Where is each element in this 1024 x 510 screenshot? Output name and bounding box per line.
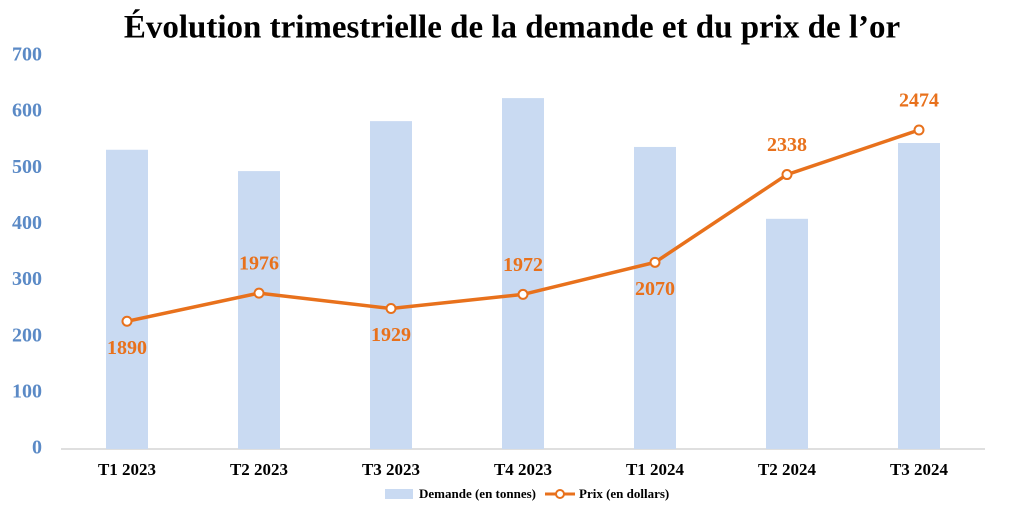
- x-tick-label: T1 2023: [98, 460, 156, 479]
- y-tick-label: 700: [12, 44, 42, 66]
- data-label: 1890: [107, 337, 147, 359]
- x-tick-label: T1 2024: [626, 460, 685, 479]
- data-label: 1976: [239, 253, 279, 275]
- data-label: 2338: [767, 134, 807, 156]
- y-tick-label: 500: [12, 156, 42, 178]
- x-tick-label: T2 2024: [758, 460, 817, 479]
- legend-swatch: [555, 489, 565, 499]
- y-tick-label: 600: [12, 100, 42, 122]
- legend-swatch: [385, 489, 413, 499]
- y-tick-label: 300: [12, 268, 42, 290]
- bar: [106, 149, 148, 449]
- bar: [898, 143, 940, 449]
- bar: [766, 218, 808, 449]
- data-label: 2474: [899, 90, 939, 112]
- price-marker: [913, 124, 925, 136]
- y-tick-label: 100: [12, 380, 42, 402]
- x-tick-label: T3 2023: [362, 460, 420, 479]
- price-marker: [121, 315, 133, 327]
- price-marker: [649, 256, 661, 268]
- y-tick-label: 0: [32, 437, 42, 459]
- bar: [634, 146, 676, 450]
- data-label: 1972: [503, 254, 543, 276]
- data-label: 1929: [371, 324, 411, 346]
- x-tick-label: T2 2023: [230, 460, 288, 479]
- x-tick-label: T3 2024: [890, 460, 949, 479]
- legend-label: Prix (en dollars): [579, 486, 669, 501]
- price-marker: [385, 303, 397, 315]
- bar: [370, 121, 412, 449]
- x-tick-label: T4 2023: [494, 460, 552, 479]
- price-marker: [517, 288, 529, 300]
- price-marker: [781, 169, 793, 181]
- bar: [502, 98, 544, 449]
- chart-title: Évolution trimestrielle de la demande et…: [124, 9, 900, 46]
- y-tick-label: 200: [12, 324, 42, 346]
- bar: [238, 171, 280, 450]
- data-label: 2070: [635, 278, 675, 300]
- y-tick-label: 400: [12, 212, 42, 234]
- legend-label: Demande (en tonnes): [419, 486, 536, 501]
- price-marker: [253, 287, 265, 299]
